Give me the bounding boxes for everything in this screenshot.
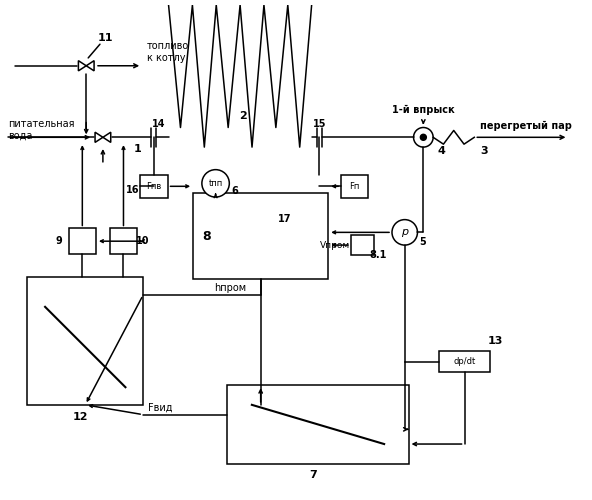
Text: Fвид: Fвид (148, 403, 172, 413)
Text: топливо
к котлу: топливо к котлу (147, 41, 189, 63)
Text: 10: 10 (136, 236, 150, 246)
Text: 16: 16 (126, 185, 139, 195)
Circle shape (202, 170, 229, 197)
Text: 12: 12 (73, 412, 88, 422)
Text: 13: 13 (487, 336, 503, 346)
Bar (110, 228, 137, 254)
Text: 3: 3 (480, 146, 488, 156)
Text: Fпв: Fпв (146, 182, 162, 191)
Bar (69, 228, 96, 254)
Circle shape (420, 134, 426, 140)
Bar (351, 236, 374, 255)
Text: 11: 11 (98, 34, 114, 43)
Polygon shape (103, 132, 111, 142)
Text: питательная
вода: питательная вода (8, 118, 75, 141)
Text: p: p (401, 228, 408, 237)
Text: hпром: hпром (214, 283, 246, 293)
Bar (193, 193, 329, 280)
Text: 8: 8 (202, 230, 211, 243)
Text: 2: 2 (239, 110, 247, 120)
Text: 17: 17 (278, 214, 291, 224)
Bar (341, 174, 368, 198)
Text: перегретый пар: перегретый пар (480, 120, 572, 130)
Text: Fп: Fп (349, 182, 360, 191)
Polygon shape (86, 60, 94, 71)
Text: 4: 4 (437, 146, 445, 156)
Text: 1: 1 (133, 144, 141, 154)
Text: 6: 6 (232, 186, 239, 196)
Bar (27, 278, 143, 405)
Bar (227, 385, 408, 464)
Text: 1-й впрыск: 1-й впрыск (392, 105, 455, 115)
Text: Vпром: Vпром (320, 240, 350, 250)
Bar (140, 174, 168, 198)
Circle shape (414, 128, 433, 147)
Text: 5: 5 (419, 237, 426, 247)
Circle shape (392, 220, 417, 245)
Text: 7: 7 (309, 470, 317, 480)
Polygon shape (95, 132, 103, 142)
Text: tпп: tпп (208, 179, 223, 188)
Bar (439, 351, 490, 372)
Text: dp/dt: dp/dt (453, 357, 475, 366)
Polygon shape (78, 60, 86, 71)
Text: 8.1: 8.1 (369, 250, 387, 260)
Text: 14: 14 (152, 118, 166, 128)
Text: 15: 15 (313, 118, 326, 128)
Text: 9: 9 (56, 236, 62, 246)
